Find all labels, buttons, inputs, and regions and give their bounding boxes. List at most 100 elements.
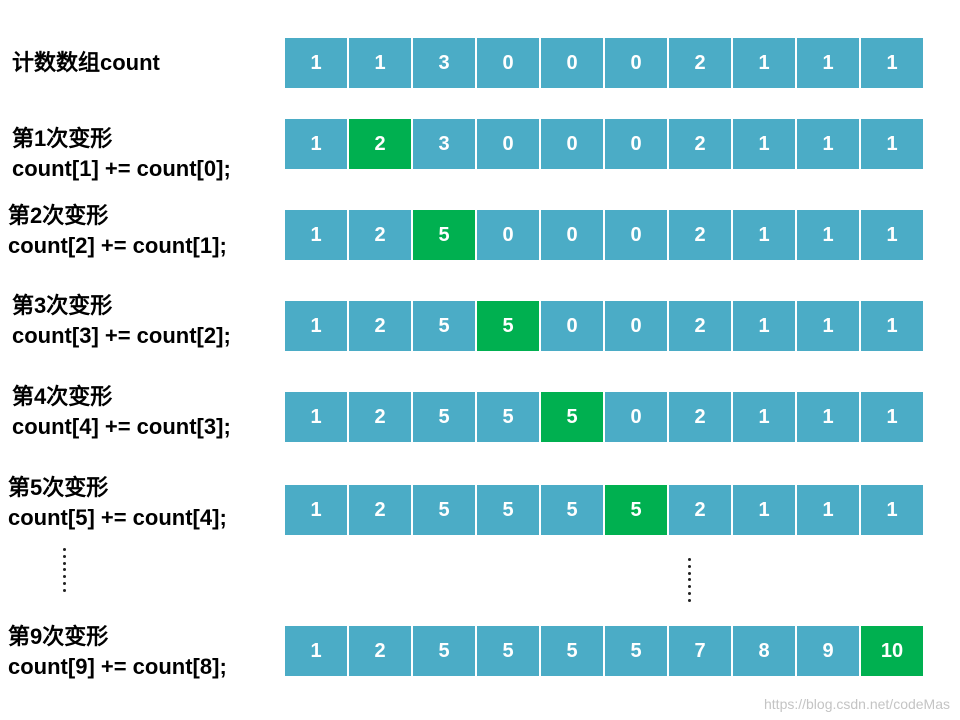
array-cell: 5 bbox=[540, 625, 604, 677]
label-step-5: 第5次变形 count[5] += count[4]; bbox=[8, 473, 227, 533]
array-cell: 0 bbox=[604, 391, 668, 443]
array-cell: 1 bbox=[732, 391, 796, 443]
label-step-title: 第3次变形 bbox=[12, 293, 113, 318]
array-cell: 5 bbox=[476, 300, 540, 352]
array-cell: 8 bbox=[732, 625, 796, 677]
label-step-title: 第1次变形 bbox=[12, 126, 113, 151]
label-step-9: 第9次变形 count[9] += count[8]; bbox=[8, 622, 227, 682]
array-cell: 1 bbox=[796, 391, 860, 443]
array-cell: 0 bbox=[540, 118, 604, 170]
array-cell: 0 bbox=[604, 37, 668, 89]
label-step-title: 第4次变形 bbox=[12, 384, 113, 409]
array-cell: 1 bbox=[796, 300, 860, 352]
label-step-code: count[2] += count[1]; bbox=[8, 233, 227, 258]
array-cell: 2 bbox=[668, 484, 732, 536]
label-step-title: 第5次变形 bbox=[8, 475, 109, 500]
array-cell: 1 bbox=[732, 300, 796, 352]
array-cell: 5 bbox=[412, 209, 476, 261]
array-cell: 0 bbox=[540, 300, 604, 352]
array-cell: 0 bbox=[540, 209, 604, 261]
watermark: https://blog.csdn.net/codeMas bbox=[764, 696, 950, 712]
array-cell: 1 bbox=[284, 118, 348, 170]
array-cell: 1 bbox=[796, 484, 860, 536]
array-cell: 5 bbox=[412, 300, 476, 352]
array-cell: 1 bbox=[732, 484, 796, 536]
array-cell: 1 bbox=[796, 37, 860, 89]
array-cell: 1 bbox=[860, 391, 924, 443]
array-cell: 1 bbox=[796, 118, 860, 170]
array-cell: 2 bbox=[348, 391, 412, 443]
label-step-code: count[1] += count[0]; bbox=[12, 156, 231, 181]
array-cell: 0 bbox=[604, 118, 668, 170]
array-cell: 2 bbox=[668, 37, 732, 89]
label-step-code: count[4] += count[3]; bbox=[12, 414, 231, 439]
array-row-step-9: 1 2 5 5 5 5 7 8 9 10 bbox=[284, 625, 924, 677]
array-cell: 5 bbox=[604, 484, 668, 536]
array-cell: 1 bbox=[732, 209, 796, 261]
array-cell: 5 bbox=[412, 625, 476, 677]
array-cell: 1 bbox=[860, 209, 924, 261]
label-step-2: 第2次变形 count[2] += count[1]; bbox=[8, 201, 227, 261]
array-cell: 5 bbox=[604, 625, 668, 677]
array-cell: 0 bbox=[604, 209, 668, 261]
array-cell: 3 bbox=[412, 37, 476, 89]
array-cell: 1 bbox=[860, 37, 924, 89]
array-cell: 1 bbox=[284, 209, 348, 261]
array-cell: 2 bbox=[668, 118, 732, 170]
ellipsis-dots-right bbox=[686, 558, 692, 602]
array-cell: 0 bbox=[476, 37, 540, 89]
array-cell: 2 bbox=[348, 209, 412, 261]
array-cell: 2 bbox=[348, 625, 412, 677]
array-cell: 0 bbox=[540, 37, 604, 89]
array-cell: 1 bbox=[732, 37, 796, 89]
array-cell: 1 bbox=[732, 118, 796, 170]
array-cell: 5 bbox=[476, 391, 540, 443]
array-cell: 10 bbox=[860, 625, 924, 677]
array-cell: 1 bbox=[860, 484, 924, 536]
label-step-1: 第1次变形 count[1] += count[0]; bbox=[12, 124, 231, 184]
array-cell: 5 bbox=[540, 391, 604, 443]
array-cell: 5 bbox=[412, 484, 476, 536]
array-cell: 2 bbox=[668, 391, 732, 443]
label-count-array: 计数数组count bbox=[12, 48, 160, 78]
array-cell: 1 bbox=[284, 391, 348, 443]
label-step-4: 第4次变形 count[4] += count[3]; bbox=[12, 382, 231, 442]
array-cell: 0 bbox=[476, 118, 540, 170]
array-cell: 3 bbox=[412, 118, 476, 170]
label-step-code: count[9] += count[8]; bbox=[8, 654, 227, 679]
array-cell: 7 bbox=[668, 625, 732, 677]
array-cell: 1 bbox=[796, 209, 860, 261]
array-cell: 0 bbox=[476, 209, 540, 261]
label-step-title: 第9次变形 bbox=[8, 624, 109, 649]
array-cell: 1 bbox=[284, 37, 348, 89]
array-cell: 1 bbox=[860, 118, 924, 170]
array-cell: 2 bbox=[348, 484, 412, 536]
array-cell: 5 bbox=[540, 484, 604, 536]
array-cell: 0 bbox=[604, 300, 668, 352]
array-cell: 1 bbox=[348, 37, 412, 89]
array-cell: 2 bbox=[668, 209, 732, 261]
array-cell: 1 bbox=[284, 300, 348, 352]
array-cell: 5 bbox=[476, 625, 540, 677]
label-step-code: count[3] += count[2]; bbox=[12, 323, 231, 348]
array-cell: 1 bbox=[860, 300, 924, 352]
ellipsis-dots-left bbox=[61, 548, 67, 592]
label-step-title: 第2次变形 bbox=[8, 203, 109, 228]
array-cell: 5 bbox=[476, 484, 540, 536]
label-title: 计数数组count bbox=[12, 50, 160, 75]
label-step-3: 第3次变形 count[3] += count[2]; bbox=[12, 291, 231, 351]
array-cell: 9 bbox=[796, 625, 860, 677]
array-cell: 1 bbox=[284, 484, 348, 536]
label-step-code: count[5] += count[4]; bbox=[8, 505, 227, 530]
array-cell: 2 bbox=[348, 118, 412, 170]
array-cell: 5 bbox=[412, 391, 476, 443]
array-cell: 2 bbox=[668, 300, 732, 352]
array-cell: 1 bbox=[284, 625, 348, 677]
array-cell: 2 bbox=[348, 300, 412, 352]
